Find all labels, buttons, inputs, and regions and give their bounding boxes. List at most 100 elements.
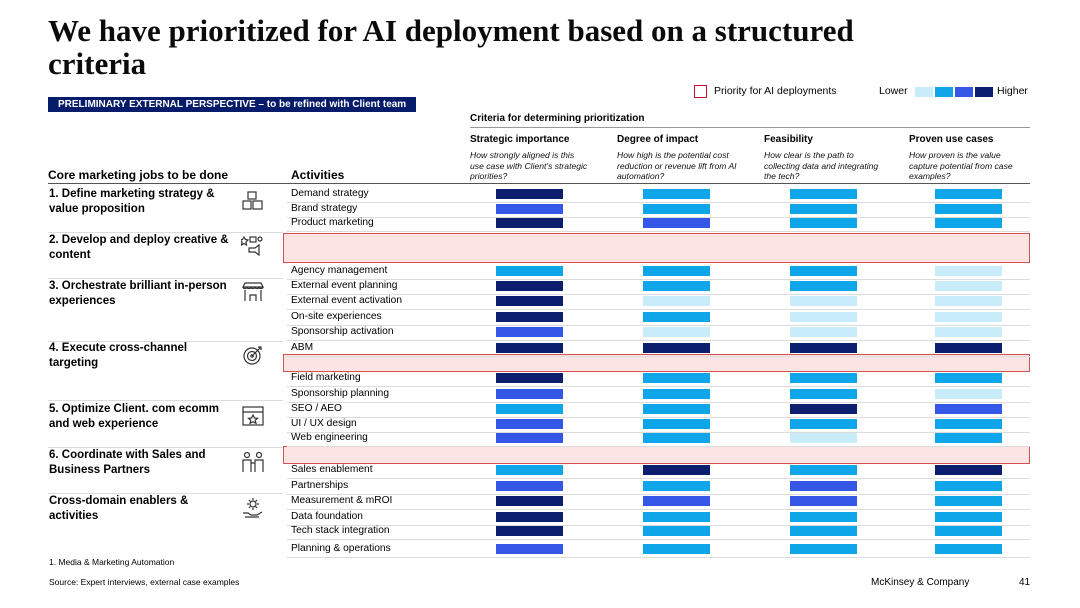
priority-cell: [643, 343, 710, 353]
priority-cell: [790, 204, 857, 214]
priority-cell: [790, 281, 857, 291]
legend-lower-label: Lower: [879, 85, 908, 97]
page-number: 41: [1019, 577, 1031, 588]
priority-cell: [935, 373, 1002, 383]
priority-cell: [935, 496, 1002, 506]
priority-cell: [790, 465, 857, 475]
browser-icon: [242, 406, 264, 426]
activity-label: Data foundation: [291, 511, 363, 522]
legend-swatch-high: [955, 87, 973, 97]
job-label: Cross-domain enablers & activities: [49, 495, 189, 522]
priority-cell: [643, 433, 710, 443]
group-divider: [48, 232, 283, 233]
priority-cell: [643, 281, 710, 291]
priority-cell: [790, 526, 857, 536]
priority-cell: [935, 218, 1002, 228]
priority-cell: [496, 281, 563, 291]
priority-legend-label: Priority for AI deployments: [714, 85, 837, 97]
priority-cell: [643, 419, 710, 429]
priority-cell: [496, 419, 563, 429]
brand-name: McKinsey & Company: [871, 577, 970, 588]
priority-cell: [935, 433, 1002, 443]
job-label: 4. Execute cross-channel targeting: [49, 342, 188, 369]
priority-cell: [935, 296, 1002, 306]
row-divider: [287, 294, 1030, 295]
priority-cell: [496, 296, 563, 306]
row-divider: [287, 279, 1030, 280]
criterion-name: Feasibility: [764, 134, 813, 145]
priority-highlight-band: [283, 354, 1030, 372]
priority-cell: [935, 266, 1002, 276]
priority-cell: [643, 481, 710, 491]
activity-label: Partnerships: [291, 480, 349, 491]
priority-cell: [935, 343, 1002, 353]
priority-cell: [790, 373, 857, 383]
row-divider: [287, 494, 1030, 495]
priority-cell: [935, 312, 1002, 322]
storefront-icon: [242, 282, 264, 301]
priority-cell: [643, 496, 710, 506]
row-divider: [287, 446, 1030, 447]
priority-cell: [643, 544, 710, 554]
row-divider: [287, 509, 1030, 510]
priority-cell: [935, 281, 1002, 291]
activity-label: ABM: [291, 342, 314, 353]
group-divider: [48, 400, 283, 401]
creative-icon: [241, 235, 263, 257]
target-icon: [243, 346, 262, 365]
priority-cell: [496, 266, 563, 276]
blocks-icon: [242, 191, 263, 210]
priority-cell: [790, 312, 857, 322]
priority-cell: [643, 373, 710, 383]
jobs-column-header: Core marketing jobs to be done: [48, 168, 229, 182]
group-divider: [48, 493, 283, 494]
priority-cell: [496, 189, 563, 199]
activity-label: Sponsorship planning: [291, 388, 389, 399]
row-divider: [287, 432, 1030, 433]
page-title: We have prioritized for AI deployment ba…: [48, 13, 854, 81]
priority-cell: [643, 404, 710, 414]
priority-cell: [935, 389, 1002, 399]
priority-cell: [790, 433, 857, 443]
row-divider: [287, 309, 1030, 310]
row-divider: [287, 386, 1030, 387]
criterion-description: How clear is the path to collecting data…: [764, 150, 879, 181]
criterion-name: Degree of impact: [617, 134, 699, 145]
activity-label: Sales enablement: [291, 464, 373, 475]
row-divider: [287, 539, 1030, 540]
gear-hand-icon: [243, 498, 263, 518]
footnote: 1. Media & Marketing Automation: [49, 557, 175, 567]
criterion-name: Proven use cases: [909, 134, 994, 145]
priority-cell: [790, 218, 857, 228]
priority-cell: [643, 465, 710, 475]
priority-cell: [935, 526, 1002, 536]
activity-label: Tech stack integration: [291, 525, 390, 536]
priority-cell: [496, 465, 563, 475]
priority-cell: [935, 189, 1002, 199]
priority-cell: [496, 312, 563, 322]
priority-cell: [935, 512, 1002, 522]
group-divider: [48, 447, 283, 448]
priority-cell: [935, 544, 1002, 554]
criterion-description: How proven is the value capture potentia…: [909, 150, 1013, 181]
row-divider: [287, 325, 1030, 326]
priority-cell: [790, 481, 857, 491]
priority-cell: [935, 481, 1002, 491]
row-divider: [287, 356, 1030, 357]
priority-cell: [643, 526, 710, 536]
priority-cell: [790, 496, 857, 506]
activity-label: Sponsorship activation: [291, 326, 394, 337]
row-divider: [287, 402, 1030, 403]
activity-label: Agency management: [291, 265, 388, 276]
job-label: 1. Define marketing strategy & value pro…: [49, 188, 215, 215]
priority-cell: [496, 544, 563, 554]
row-divider: [287, 340, 1030, 341]
row-divider: [287, 202, 1030, 203]
activity-label: Field marketing: [291, 372, 361, 383]
row-divider: [287, 231, 1030, 232]
priority-cell: [496, 481, 563, 491]
priority-cell: [790, 266, 857, 276]
job-label: 6. Coordinate with Sales and Business Pa…: [49, 449, 206, 476]
activity-label: Demand strategy: [291, 188, 369, 199]
priority-highlight-band: [283, 446, 1030, 464]
